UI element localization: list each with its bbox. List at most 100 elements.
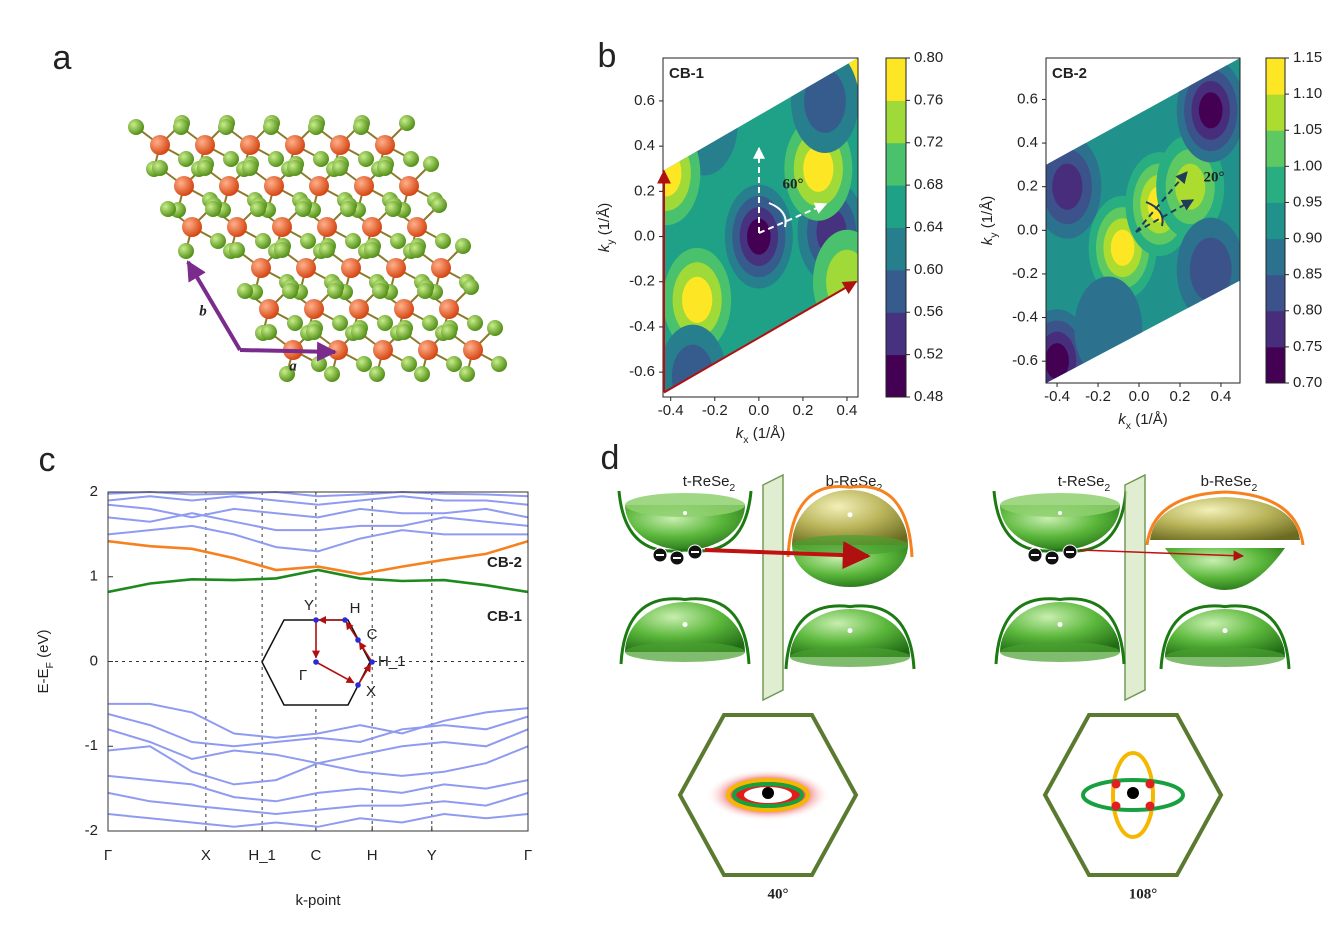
re-atom bbox=[349, 299, 369, 319]
colorbar-tick-label: 0.80 bbox=[1293, 302, 1322, 319]
k-point-label: X bbox=[366, 683, 376, 700]
colorbar-swatch bbox=[1266, 166, 1285, 203]
se-atom bbox=[417, 283, 433, 299]
colorbar-swatch bbox=[1266, 274, 1285, 312]
se-atom bbox=[287, 315, 303, 331]
k-point bbox=[313, 617, 319, 623]
se-atom bbox=[160, 201, 176, 217]
y-tick-label: 0.6 bbox=[1017, 90, 1038, 107]
direction-arrow bbox=[1135, 171, 1188, 233]
y-axis-label: ky (1/Å) bbox=[596, 203, 617, 252]
valley-bowl bbox=[625, 505, 745, 550]
colorbar-tick-label: 0.75 bbox=[1293, 338, 1322, 355]
se-atom bbox=[242, 160, 258, 176]
dome-outline bbox=[786, 484, 914, 558]
re-atom bbox=[439, 299, 459, 319]
highlight bbox=[1058, 511, 1062, 515]
dome-outline bbox=[619, 597, 751, 665]
y-tick-label: 0 bbox=[90, 652, 98, 669]
contour-level bbox=[804, 68, 846, 133]
re-atom bbox=[264, 176, 284, 196]
contour-level bbox=[1189, 237, 1232, 302]
plot-frame bbox=[1045, 57, 1241, 384]
re-atom bbox=[182, 217, 202, 237]
contour-level bbox=[1198, 92, 1223, 129]
valley-base bbox=[1165, 647, 1285, 667]
se-atom bbox=[396, 324, 412, 340]
k-path-arrow bbox=[357, 663, 372, 686]
se-atom bbox=[300, 233, 316, 249]
se-atom bbox=[319, 242, 335, 258]
se-atom bbox=[455, 238, 471, 254]
colorbar-tick-label: 0.56 bbox=[914, 303, 943, 320]
valley-dome bbox=[1150, 497, 1300, 540]
re-atom bbox=[227, 217, 247, 237]
y-tick-label: 0.4 bbox=[1017, 134, 1038, 151]
highlight bbox=[847, 628, 853, 634]
y-tick-label: 2 bbox=[90, 483, 98, 500]
crossing-point bbox=[1145, 779, 1155, 789]
se-atom bbox=[197, 160, 213, 176]
re-atom bbox=[362, 217, 382, 237]
colorbar-tick-label: 0.70 bbox=[1293, 374, 1322, 391]
colorbar-frame bbox=[1265, 57, 1286, 384]
colorbar-tick-label: 0.68 bbox=[914, 176, 943, 193]
gamma-point bbox=[1127, 787, 1139, 799]
colorbar-tick-label: 1.10 bbox=[1293, 85, 1322, 102]
x-tick-label: H bbox=[367, 847, 378, 864]
se-atom bbox=[377, 315, 393, 331]
plot-frame bbox=[107, 491, 529, 832]
y-tick-label: -0.6 bbox=[1012, 352, 1038, 369]
colorbar-swatch bbox=[886, 269, 906, 313]
colorbar-tick-label: 0.48 bbox=[914, 388, 943, 405]
dome-outline bbox=[1159, 604, 1291, 670]
band-line bbox=[108, 503, 528, 519]
se-atom bbox=[261, 324, 277, 340]
se-atom bbox=[210, 233, 226, 249]
lattice-vector bbox=[186, 260, 242, 352]
colorbar-swatch bbox=[1266, 310, 1285, 348]
layer-label-sub: 2 bbox=[729, 482, 735, 494]
colorbar-tick-label: 0.85 bbox=[1293, 266, 1322, 283]
contour-level bbox=[1175, 163, 1206, 210]
x-axis-label-unit: (1/Å) bbox=[749, 425, 786, 442]
k-point bbox=[342, 617, 348, 623]
x-tick-label: H_1 bbox=[248, 847, 276, 864]
contour-level bbox=[682, 276, 713, 323]
re-atom bbox=[195, 135, 215, 155]
y-tick-label: -0.2 bbox=[1012, 265, 1038, 282]
se-atom bbox=[467, 315, 483, 331]
y-tick-label: -0.2 bbox=[629, 273, 655, 290]
re-atom bbox=[330, 135, 350, 155]
colorbar-swatch bbox=[1266, 130, 1285, 167]
re-atom bbox=[174, 176, 194, 196]
contour-field bbox=[1046, 58, 1240, 383]
gamma-point bbox=[762, 787, 774, 799]
valley-base bbox=[625, 642, 745, 662]
re-atom bbox=[272, 217, 292, 237]
y-tick-label: 0.2 bbox=[1017, 178, 1038, 195]
se-atom bbox=[353, 119, 369, 135]
highlight bbox=[682, 622, 688, 627]
k-point-label: Y bbox=[304, 597, 314, 614]
se-atom bbox=[229, 242, 245, 258]
layer-label-sub: 2 bbox=[1104, 482, 1110, 494]
se-atom bbox=[218, 119, 234, 135]
se-atom bbox=[372, 283, 388, 299]
angle-label: 60° bbox=[783, 176, 804, 192]
y-axis-label-sub: y bbox=[605, 239, 617, 245]
twist-angle: 40° bbox=[768, 886, 789, 902]
colorbar-tick-label: 0.76 bbox=[914, 91, 943, 108]
se-atom bbox=[340, 201, 356, 217]
colorbar-tick-label: 0.64 bbox=[914, 218, 943, 235]
layer-label: t-ReSe2 bbox=[1058, 473, 1111, 494]
y-tick-label: 0.0 bbox=[634, 228, 655, 245]
band-line bbox=[108, 524, 528, 553]
k-point bbox=[369, 659, 375, 665]
valley-contour bbox=[726, 778, 810, 812]
colorbar-swatch bbox=[886, 58, 906, 101]
re-atom bbox=[285, 135, 305, 155]
se-atom bbox=[459, 366, 475, 382]
contour-level bbox=[803, 145, 834, 192]
layer-label-sub: 2 bbox=[1252, 482, 1258, 494]
